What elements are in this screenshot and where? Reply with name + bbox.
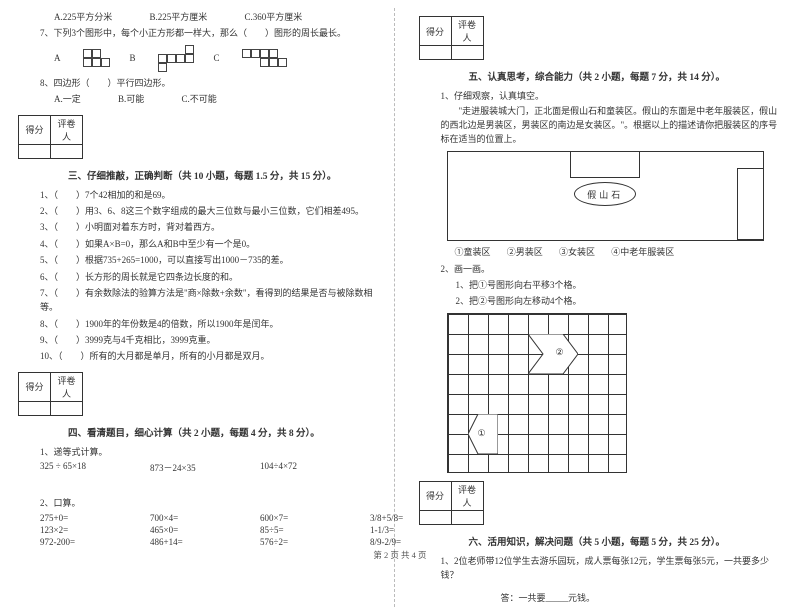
s3-4: 4、（ ）如果A×B=0，那么A和B中至少有一个是0。 — [18, 237, 382, 251]
score-hdr: 得分 — [419, 481, 451, 510]
shape-1-label: ① — [478, 428, 486, 439]
shape-2 — [528, 334, 578, 374]
section-3-title: 三、仔细推敲，正确判断（共 10 小题，每题 1.5 分，共 15 分）。 — [18, 162, 382, 186]
translation-grid: ① ② — [447, 313, 627, 473]
opt-a: A.225平方分米 — [54, 12, 112, 22]
opt-b: B.可能 — [118, 94, 144, 104]
s3-7: 7、（ ）有余数除法的验算方法是"商×除数+余数"，看得到的结果是否与被除数相等… — [18, 286, 382, 315]
shape-2-label: ② — [556, 347, 564, 358]
s5-2: 2、画一画。 — [419, 262, 783, 276]
score-box-5: 得分评卷人 — [419, 16, 783, 60]
s4-2: 2、口算。 — [18, 496, 382, 510]
s5-2a: 1、把①号图形向右平移3个格。 — [419, 278, 783, 292]
fig-b — [158, 45, 194, 72]
q8-options: A.一定 B.可能 C.不可能 — [18, 92, 382, 106]
s5-1: 1、仔细观察，认真填空。 — [419, 89, 783, 103]
r3: 972-200=486+14=576÷2=8/9-2/9= — [18, 537, 382, 547]
section-4-title: 四、看清题目，细心计算（共 2 小题，每题 4 分，共 8 分）。 — [18, 419, 382, 443]
lbl-c: ③女装区 — [559, 247, 595, 257]
s3-5: 5、（ ）根据735+265=1000，可以直接写出1000－735的差。 — [18, 253, 382, 267]
lbl-a: ①童装区 — [455, 247, 491, 257]
s4-1: 1、递等式计算。 — [18, 445, 382, 459]
fig-c — [242, 49, 287, 67]
east-box — [737, 168, 763, 240]
zone-labels: ①童装区 ②男装区 ③女装区 ④中老年服装区 — [419, 245, 783, 259]
s5-2b: 2、把②号图形向左移动4个格。 — [419, 294, 783, 308]
s3-3: 3、（ ）小明面对着东方时，背对着西方。 — [18, 220, 382, 234]
opt-c: C.不可能 — [182, 94, 217, 104]
fig-b-label: B — [130, 53, 136, 63]
opt-a: A.一定 — [54, 94, 81, 104]
score-box-6: 得分评卷人 — [419, 481, 783, 525]
s3-8: 8、（ ）1900年的年份数是4的倍数，所以1900年是闰年。 — [18, 317, 382, 331]
grader-hdr: 评卷人 — [51, 372, 83, 401]
s3-1: 1、（ ）7个42相加的和是69。 — [18, 188, 382, 202]
s3-2: 2、（ ）用3、6、8这三个数字组成的最大三位数与最小三位数，它们相差495。 — [18, 204, 382, 218]
north-box — [570, 152, 640, 178]
opt-c: C.360平方厘米 — [245, 12, 303, 22]
grader-hdr: 评卷人 — [451, 481, 483, 510]
fig-a — [83, 49, 110, 67]
score-hdr: 得分 — [419, 17, 451, 46]
calc-b: 873－24×35 — [150, 461, 220, 474]
s4-1-row: 325 ÷ 65×18 873－24×35 104÷4×72 — [18, 461, 382, 474]
score-hdr: 得分 — [19, 115, 51, 144]
q7-text: 7、下列3个图形中，每个小正方形都一样大，那么（ ）图形的周长最长。 — [18, 26, 382, 40]
rockery-diagram: 假山石 — [447, 151, 765, 241]
s3-6: 6、（ ）长方形的周长就是它四条边长度的和。 — [18, 270, 382, 284]
page-footer: 第 2 页 共 4 页 — [0, 549, 800, 561]
fig-a-label: A — [54, 53, 61, 63]
opt-b: B.225平方厘米 — [150, 12, 208, 22]
grader-hdr: 评卷人 — [51, 115, 83, 144]
r1: 275+0=700×4=600×7=3/8+5/8= — [18, 513, 382, 523]
q8-text: 8、四边形（ ）平行四边形。 — [18, 76, 382, 90]
fig-c-label: C — [214, 53, 220, 63]
s5-1-text: "走进服装城大门，正北面是假山石和童装区。假山的东面是中老年服装区，假山的西北边… — [419, 105, 783, 147]
calc-a: 325 ÷ 65×18 — [40, 461, 110, 474]
answer-line: 答：一共要_____元钱。 — [419, 591, 783, 605]
grader-hdr: 评卷人 — [451, 17, 483, 46]
rockery-oval: 假山石 — [574, 182, 636, 206]
q7-figures: A B C — [18, 45, 382, 72]
score-box-3: 得分评卷人 — [18, 115, 382, 159]
section-5-title: 五、认真思考，综合能力（共 2 小题，每题 7 分，共 14 分）。 — [419, 63, 783, 87]
lbl-d: ④中老年服装区 — [611, 247, 674, 257]
lbl-b: ②男装区 — [507, 247, 543, 257]
calc-c: 104÷4×72 — [260, 461, 330, 474]
s3-10: 10、（ ）所有的大月都是单月，所有的小月都是双月。 — [18, 349, 382, 363]
score-box-4: 得分评卷人 — [18, 372, 382, 416]
q6-options: A.225平方分米 B.225平方厘米 C.360平方厘米 — [18, 10, 382, 24]
score-hdr: 得分 — [19, 372, 51, 401]
s3-9: 9、（ ）3999克与4千克相比，3999克重。 — [18, 333, 382, 347]
r2: 123×2=465×0=85÷5=1-1/3= — [18, 525, 382, 535]
